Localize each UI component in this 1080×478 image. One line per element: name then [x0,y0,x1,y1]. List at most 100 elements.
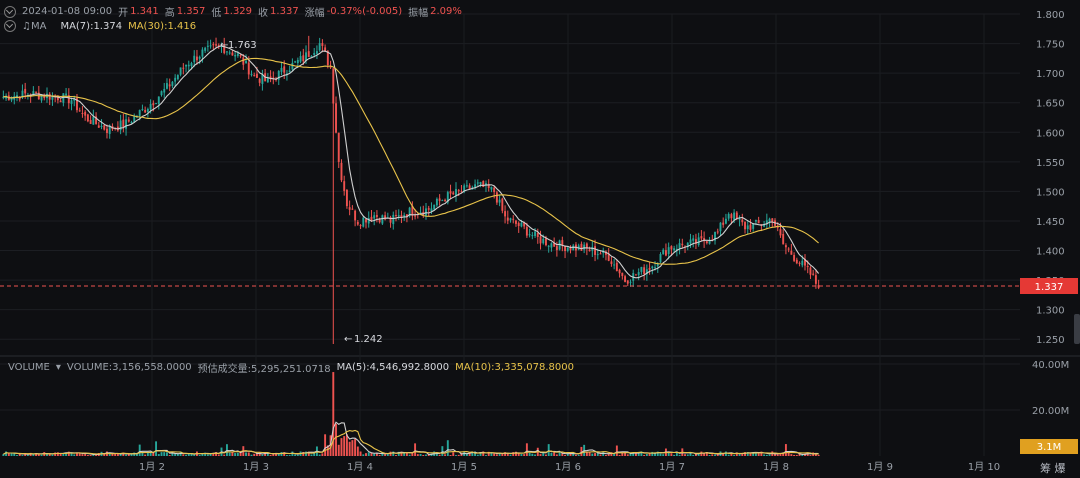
volume-bar [735,452,738,456]
volume-bar [793,454,796,456]
volume-bar [2,454,5,456]
bell-icon[interactable]: ♫ [22,20,31,32]
volume-bar [411,452,414,456]
volume-bar [212,453,215,456]
candle-body [400,215,403,218]
volume-bar [648,453,651,456]
volume-bar [727,454,730,456]
candle-body [231,52,234,56]
candle-body [92,116,95,125]
candle-body [419,212,422,214]
candle-body [354,210,357,221]
volume-bar [779,453,782,456]
price-tick-label: 1.750 [1036,40,1065,51]
volume-bar [337,444,340,456]
candle-body [403,215,406,217]
candle-body [444,199,447,202]
candle-body [70,100,73,104]
candle-body [804,259,806,266]
ma30-line [3,57,819,265]
volume-bar [313,451,316,456]
volume-bar [59,453,62,456]
volume-bar [185,454,188,456]
candle-body [605,251,607,255]
volume-bar [321,453,324,456]
volume-bar [354,438,357,456]
candle-body [157,96,160,104]
candle-body [643,267,646,274]
ma30-value: MA(30):1.416 [128,20,197,32]
volume-bar [116,453,119,456]
amplitude-label: 振幅 [408,8,429,19]
volume-bar [534,454,537,456]
volume-bar [258,452,261,456]
low-label-hdr: 低 [211,8,222,19]
candle-body [534,231,537,236]
candle-body [95,116,98,124]
volume-bar [711,454,714,456]
candle-body [280,67,283,72]
volume-bar [564,454,567,456]
candle-body [624,276,626,282]
candle-body [370,216,373,221]
volume-bar [422,454,425,456]
candle-body [392,214,395,225]
candle-body [89,119,92,124]
candle-body [65,93,68,96]
candle-body [130,121,133,123]
change-value: -0.37%(-0.005) [326,6,403,17]
collapse-icon[interactable] [4,5,16,18]
volume-bar [449,454,452,456]
dropdown-icon[interactable]: ▾ [55,362,61,373]
candle-body [411,205,414,216]
candle-body [307,51,310,57]
volume-bar [716,453,719,456]
candle-body [59,100,62,103]
high-arrow: ← [220,40,228,51]
volume-ma-lines [3,421,819,455]
volume-bar [168,455,171,456]
candle-body [204,47,207,51]
candle-body [482,180,485,187]
candle-body [299,56,302,62]
candle-body [441,200,444,202]
candle-body [517,222,520,226]
volume-axis: 40.00M 20.00M [1032,360,1069,417]
candle-body [555,246,558,251]
scroll-handle[interactable] [1074,314,1080,344]
volume-bar [76,452,78,456]
volume-bar [605,454,607,456]
volume-bar [182,454,185,456]
price-tick-label: 1.550 [1036,158,1065,169]
candle-body [332,68,335,104]
collapse-ma-icon[interactable] [4,20,16,32]
volume-bar [738,454,741,456]
volume-bar [283,452,286,456]
volume-bar [193,454,196,456]
volume-bar [457,454,460,456]
candle-body [223,44,226,54]
time-tick-label: 1月 5 [451,461,477,473]
candle-body [187,64,190,67]
volume-bar [774,453,776,456]
candle-body [708,240,711,244]
candle-body [356,221,359,225]
volume-bar [127,453,130,456]
volume-bar [141,451,144,456]
volume-bar [643,454,646,456]
candle-body [730,214,733,219]
candle-body [5,95,8,99]
candle-body [457,190,460,192]
volume-bar [547,444,550,456]
volume-bar [228,452,231,456]
volume-bar [602,452,605,456]
candle-body [812,273,815,275]
volume-bar [149,452,152,456]
volume-bar [632,453,635,456]
volume-bar [397,451,400,456]
candle-body [626,280,629,284]
volume-bar [370,452,373,456]
volume-bar [7,453,10,456]
volume-bar [814,453,817,456]
